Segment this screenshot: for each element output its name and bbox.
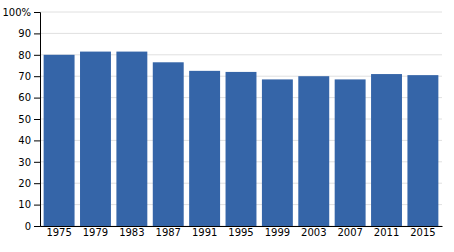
y-tick-label: 10	[18, 199, 31, 210]
y-tick-mark	[34, 98, 40, 99]
bar	[407, 75, 438, 226]
y-tick-label: 90	[18, 28, 31, 39]
y-tick-mark	[34, 205, 40, 206]
chart: 0102030405060708090100%19751979198319871…	[0, 0, 454, 252]
x-tick: 1983	[119, 227, 144, 238]
x-tick: 2003	[301, 227, 326, 238]
y-tick: 50	[18, 114, 40, 125]
y-tick-label: 60	[18, 92, 31, 103]
y-tick-mark	[34, 162, 40, 163]
y-tick: 90	[18, 28, 40, 39]
x-tick-label: 1991	[192, 227, 217, 238]
y-tick-label: 80	[18, 50, 31, 61]
y-tick: 40	[18, 135, 40, 146]
y-axis-line	[34, 13, 41, 227]
bar	[262, 79, 293, 226]
y-tick-mark	[34, 226, 40, 227]
x-tick: 1991	[192, 227, 217, 238]
y-tick-label: 100%	[2, 7, 31, 18]
y-tick: 70	[18, 71, 40, 82]
y-tick-label: 40	[18, 135, 31, 146]
y-tick: 30	[18, 157, 40, 168]
y-tick-mark	[34, 183, 40, 184]
bar	[189, 71, 220, 226]
y-tick-mark	[34, 55, 40, 56]
x-tick-label: 1987	[156, 227, 181, 238]
x-tick-label: 2003	[301, 227, 326, 238]
bar	[116, 52, 147, 226]
y-tick-label: 30	[18, 157, 31, 168]
grid-line	[40, 12, 442, 13]
y-tick-label: 70	[18, 71, 31, 82]
x-axis: 1975 1979 1983 1987 1991 1995 1999 2003 2007 2011…	[41, 227, 443, 239]
x-tick-label: 2011	[374, 227, 399, 238]
y-tick-mark	[34, 12, 40, 13]
y-tick-label: 50	[18, 114, 31, 125]
y-tick: 80	[18, 50, 40, 61]
bar	[298, 76, 329, 226]
x-tick-label: 1975	[46, 227, 71, 238]
x-tick-label: 1983	[119, 227, 144, 238]
grid-line	[40, 33, 442, 34]
x-tick-label: 2007	[337, 227, 362, 238]
y-tick-mark	[34, 140, 40, 141]
x-tick: 2011	[374, 227, 399, 238]
y-tick: 20	[18, 178, 40, 189]
x-tick-label: 1979	[83, 227, 108, 238]
y-tick: 100%	[2, 7, 40, 18]
y-tick-mark	[34, 76, 40, 77]
y-tick-mark	[34, 33, 40, 34]
y-tick-label: 0	[25, 221, 31, 232]
x-tick-label: 1999	[265, 227, 290, 238]
x-tick: 1999	[265, 227, 290, 238]
y-tick-label: 20	[18, 178, 31, 189]
plot: 0102030405060708090100%19751979198319871…	[2, 7, 442, 238]
x-tick-label: 2015	[410, 227, 435, 238]
x-tick-label: 1995	[228, 227, 253, 238]
bar	[335, 79, 366, 226]
bar	[226, 72, 257, 226]
bar	[44, 55, 75, 226]
x-tick: 1987	[156, 227, 181, 238]
bars	[44, 52, 439, 226]
bar	[371, 74, 402, 226]
grid	[40, 12, 442, 226]
y-tick-mark	[34, 119, 40, 120]
y-tick: 10	[18, 199, 40, 210]
y-tick: 60	[18, 92, 40, 103]
x-tick: 1995	[228, 227, 253, 238]
y-tick: 0	[25, 221, 40, 232]
x-tick: 2015	[410, 227, 435, 238]
y-axis: 0 10 20 30 40 50 60 70 80 90 100%	[2, 7, 40, 232]
x-tick: 1979	[83, 227, 108, 238]
x-tick: 1975	[46, 227, 71, 238]
x-tick: 2007	[337, 227, 362, 238]
bar	[153, 62, 184, 226]
bar	[80, 52, 111, 226]
